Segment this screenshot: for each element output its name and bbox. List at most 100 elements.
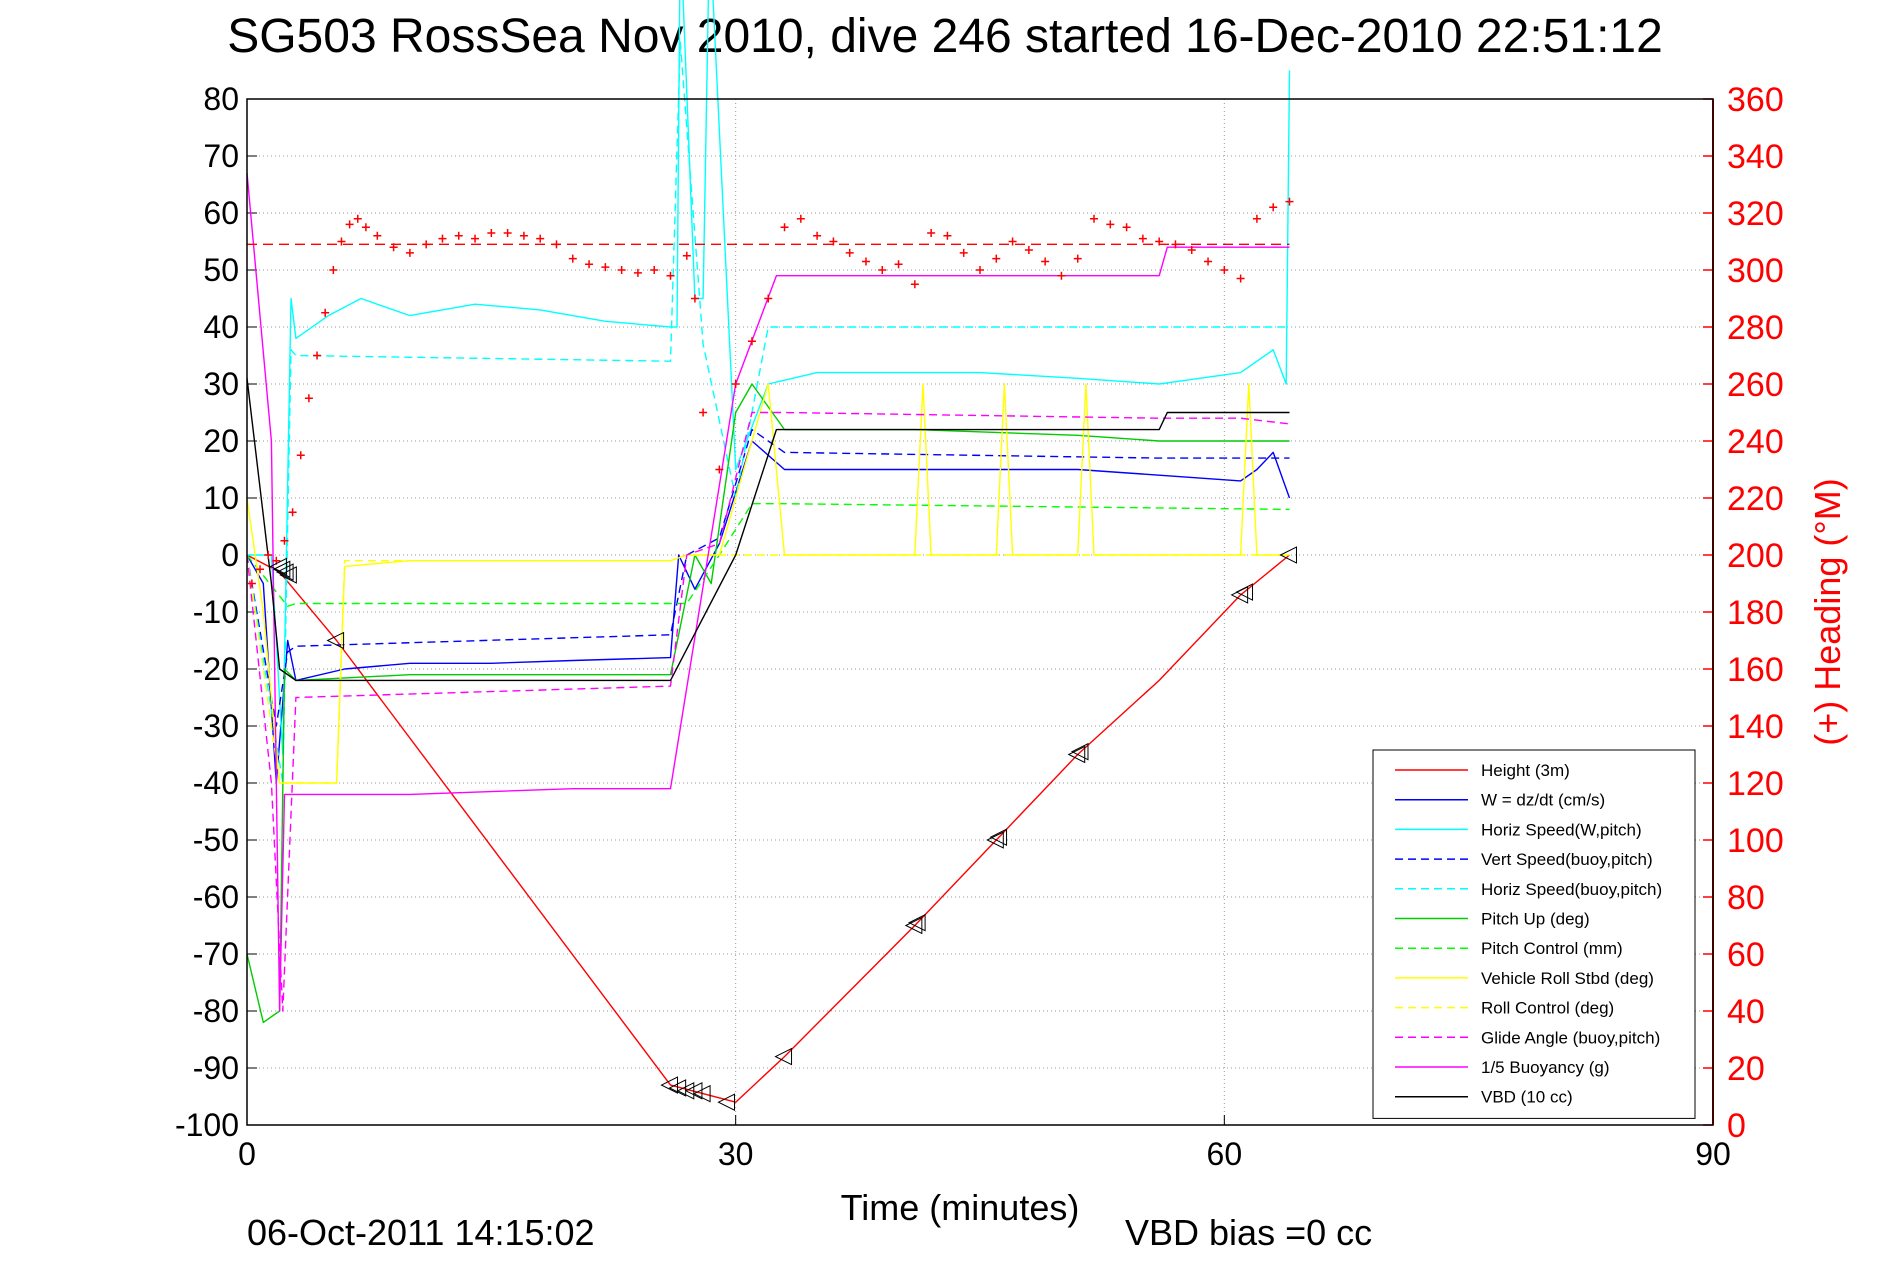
- y2-tick-label-2: 320: [1727, 195, 1784, 233]
- heading-point: [1220, 266, 1229, 274]
- height-marker: [684, 1081, 703, 1100]
- x-tick-label-2: 60: [1207, 1136, 1243, 1172]
- heading-point: [1073, 254, 1082, 263]
- heading-point: [503, 228, 512, 237]
- heading-point: [568, 254, 577, 263]
- series-pitch-up-deg: [246, 383, 1290, 1024]
- height-marker: [904, 916, 923, 935]
- height-marker: [989, 828, 1008, 846]
- series-pitch-control-mm: [246, 503, 1290, 607]
- heading-point: [1236, 274, 1245, 283]
- heading-point: [345, 220, 354, 229]
- heading-point: [373, 231, 382, 240]
- height-marker: [660, 1076, 679, 1094]
- y-tick-label-1: 70: [203, 138, 239, 174]
- y2-tick-label-10: 160: [1727, 651, 1784, 689]
- heading-point: [796, 214, 805, 223]
- y2-tick-label-16: 40: [1727, 993, 1765, 1031]
- y-tick-label-10: -20: [193, 651, 239, 687]
- heading-point: [296, 451, 305, 460]
- y-tick-label-9: -10: [193, 594, 239, 630]
- heading-point: [959, 248, 968, 257]
- footer-date: 06-Oct-2011 14:15:02: [247, 1212, 595, 1253]
- x-tick-label-1: 30: [718, 1136, 754, 1172]
- heading-point: [699, 408, 708, 417]
- heading-point: [747, 337, 756, 346]
- heading-point: [361, 223, 370, 232]
- y2-tick-label-9: 180: [1727, 594, 1784, 632]
- y-tick-label-13: -50: [193, 822, 239, 858]
- y2-tick-label-3: 300: [1727, 252, 1784, 290]
- series-vbd-10-cc: [246, 378, 1290, 682]
- heading-point: [690, 294, 699, 303]
- y2-tick-label-11: 140: [1727, 708, 1784, 746]
- series-horiz-speed-w-pitch: [247, 0, 1291, 756]
- y2-tick-label-5: 260: [1727, 366, 1784, 404]
- legend-label-horiz-speed-w-pitch: Horiz Speed(W,pitch): [1481, 820, 1642, 839]
- height-marker: [279, 566, 297, 584]
- heading-point: [1187, 246, 1196, 255]
- y2-tick-label-7: 220: [1727, 480, 1784, 518]
- y-tick-label-12: -40: [193, 765, 239, 801]
- heading-point: [1057, 271, 1066, 280]
- chart-title: SG503 RossSea Nov 2010, dive 246 started…: [227, 10, 1663, 63]
- legend: Height (3m) W = dz/dt (cm/s) Horiz Speed(W…: [1372, 749, 1696, 1119]
- heading-point: [536, 234, 545, 243]
- footer-note: VBD bias =0 cc: [1125, 1212, 1372, 1253]
- height-marker: [907, 913, 926, 932]
- y2-tick-label-14: 80: [1727, 879, 1765, 917]
- heading-point: [845, 248, 854, 257]
- heading-point: [519, 231, 528, 240]
- heading-point: [353, 214, 362, 223]
- legend-label-vert-speed-buoy-pitch: Vert Speed(buoy,pitch): [1481, 850, 1653, 869]
- y-tick-label-17: -90: [193, 1050, 239, 1086]
- height-marker: [676, 1081, 695, 1100]
- heading-point: [1285, 197, 1294, 206]
- heading-point: [552, 240, 561, 249]
- heading-point: [280, 536, 289, 545]
- heading-point: [288, 508, 297, 517]
- heading-point: [471, 234, 480, 243]
- heading-point: [1138, 234, 1147, 243]
- y-tick-label-5: 30: [203, 366, 239, 402]
- y2-tick-label-6: 240: [1727, 423, 1784, 461]
- heading-point: [585, 260, 594, 269]
- legend-label-pitch-up-deg: Pitch Up (deg): [1481, 910, 1590, 929]
- y-tick-label-0: 80: [203, 81, 239, 117]
- heading-markers: [247, 197, 1294, 588]
- height-marker: [326, 631, 345, 650]
- heading-point: [1171, 240, 1180, 249]
- y-tick-label-8: 0: [221, 537, 239, 573]
- heading-point: [780, 223, 789, 232]
- y2-tick-label-0: 360: [1727, 81, 1784, 119]
- heading-point: [943, 231, 952, 240]
- legend-label-vehicle-roll-stbd-deg: Vehicle Roll Stbd (deg): [1481, 969, 1654, 988]
- legend-label-height-3m: Height (3m): [1481, 761, 1570, 780]
- y-tick-label-16: -80: [193, 993, 239, 1029]
- height-marker: [1067, 745, 1086, 764]
- y-axis-ticks: 80 70 60 50 40 30 20 10 0 -10 -20 -30 -40 -50 -60 -70 -8…: [175, 81, 257, 1143]
- x-tick-label-0: 0: [238, 1136, 256, 1172]
- plot-frame: [246, 98, 1714, 1126]
- series-roll-control-deg: [246, 554, 1290, 784]
- heading-point: [1008, 237, 1017, 246]
- legend-label-1-5-buoyancy-g: 1/5 Buoyancy (g): [1481, 1058, 1610, 1077]
- y2-tick-label-12: 120: [1727, 765, 1784, 803]
- y2-axis-label: (+) Heading (°M): [1807, 478, 1848, 745]
- heading-point: [829, 237, 838, 246]
- y2-tick-label-1: 340: [1727, 138, 1784, 176]
- heading-point: [617, 266, 626, 274]
- series-w-dz-dt-cm-s: [246, 440, 1291, 784]
- height-marker: [986, 831, 1004, 849]
- x-tick-label-3: 90: [1695, 1136, 1731, 1172]
- heading-point: [764, 294, 773, 303]
- heading-point: [256, 565, 265, 574]
- y2-tick-label-18: 0: [1727, 1107, 1746, 1145]
- x-axis-label: Time (minutes): [841, 1187, 1080, 1228]
- heading-point: [438, 234, 447, 243]
- series-group: [246, 0, 1291, 1103]
- heading-point: [389, 243, 398, 252]
- y-tick-label-18: -100: [175, 1107, 239, 1143]
- legend-label-pitch-control-mm: Pitch Control (mm): [1481, 939, 1623, 958]
